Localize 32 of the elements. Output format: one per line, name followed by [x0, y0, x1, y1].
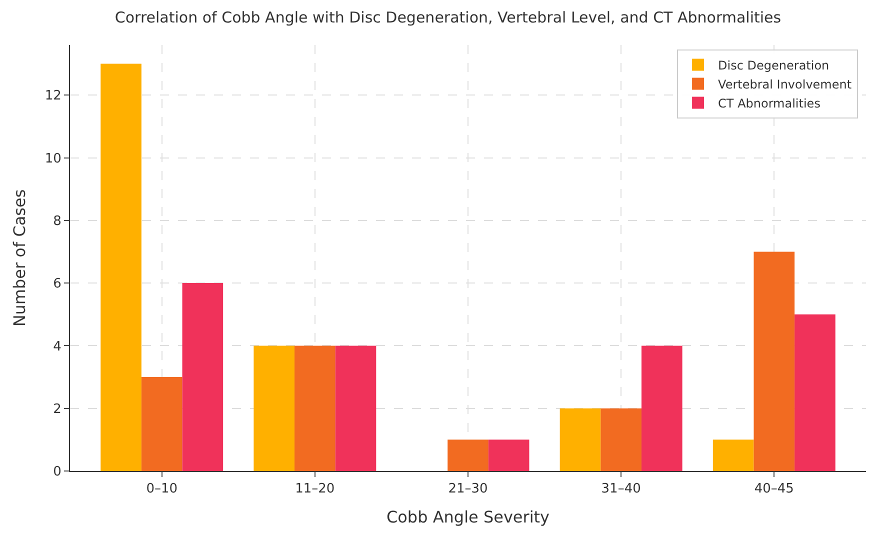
- bar: [141, 377, 182, 471]
- x-tick-label: 11–20: [295, 482, 335, 497]
- bar: [794, 314, 836, 471]
- x-tick-label: 31–40: [601, 482, 641, 497]
- legend-label: Vertebral Involvement: [718, 77, 852, 92]
- x-tick-label: 40–45: [754, 482, 794, 497]
- y-tick-label: 6: [53, 276, 62, 292]
- legend-label: Disc Degeneration: [718, 58, 830, 72]
- bar: [294, 346, 336, 471]
- x-tick-label: 0–10: [146, 482, 178, 497]
- bar: [100, 64, 142, 471]
- y-tick-label: 12: [44, 88, 62, 104]
- y-tick-label: 10: [44, 151, 62, 166]
- bar: [712, 440, 754, 471]
- y-tick-label: 2: [53, 402, 62, 417]
- bar: [488, 440, 530, 471]
- x-tick-label: 21–30: [448, 482, 488, 497]
- bar: [335, 346, 376, 471]
- bar: [754, 252, 795, 471]
- bar: [560, 408, 601, 471]
- y-axis-title: Number of Cases: [10, 189, 29, 327]
- y-tick-label: 8: [53, 214, 62, 229]
- legend-label: CT Abnormalities: [718, 96, 820, 110]
- bar: [182, 283, 224, 471]
- y-tick-label: 4: [53, 339, 62, 354]
- bar: [448, 440, 488, 471]
- bar: [600, 408, 642, 471]
- bar: [254, 346, 295, 471]
- bar: [641, 346, 682, 471]
- chart-title: Correlation of Cobb Angle with Disc Degeneration, Vertebral Level, and CT Abnormalities: [114, 8, 782, 26]
- y-tick-label: 0: [53, 464, 62, 480]
- x-axis-title: Cobb Angle Severity: [386, 507, 550, 526]
